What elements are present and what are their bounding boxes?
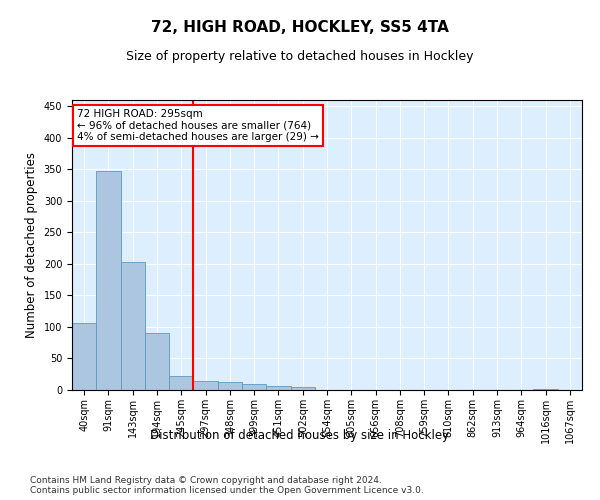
Text: Size of property relative to detached houses in Hockley: Size of property relative to detached ho… xyxy=(126,50,474,63)
Bar xyxy=(193,380,218,390)
Text: Distribution of detached houses by size in Hockley: Distribution of detached houses by size … xyxy=(151,428,449,442)
Bar xyxy=(121,262,145,390)
Text: Contains HM Land Registry data © Crown copyright and database right 2024.
Contai: Contains HM Land Registry data © Crown c… xyxy=(30,476,424,495)
Text: 72 HIGH ROAD: 295sqm
← 96% of detached houses are smaller (764)
4% of semi-detac: 72 HIGH ROAD: 295sqm ← 96% of detached h… xyxy=(77,108,319,142)
Bar xyxy=(266,386,290,390)
Y-axis label: Number of detached properties: Number of detached properties xyxy=(25,152,38,338)
Bar xyxy=(145,334,169,390)
Bar xyxy=(533,388,558,390)
Bar xyxy=(169,376,193,390)
Bar xyxy=(290,388,315,390)
Bar xyxy=(96,170,121,390)
Bar xyxy=(218,382,242,390)
Bar xyxy=(242,384,266,390)
Bar xyxy=(72,322,96,390)
Text: 72, HIGH ROAD, HOCKLEY, SS5 4TA: 72, HIGH ROAD, HOCKLEY, SS5 4TA xyxy=(151,20,449,35)
